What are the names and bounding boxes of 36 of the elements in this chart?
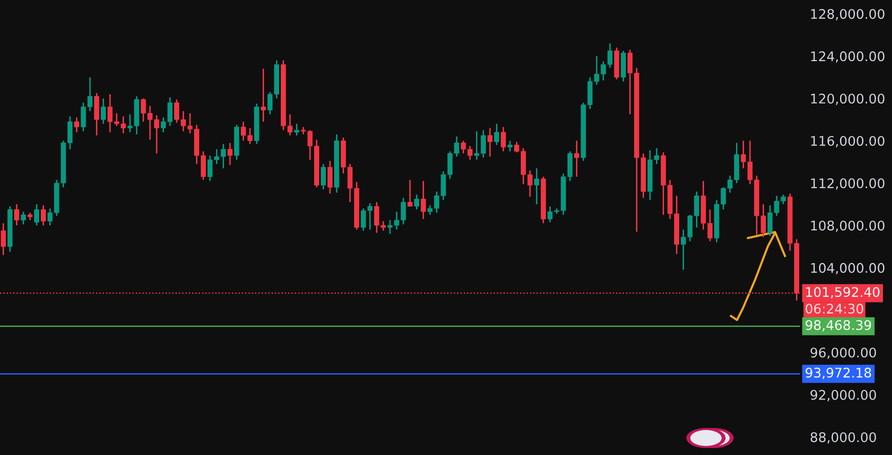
candlestick	[414, 194, 420, 210]
y-tick-label: 92,000.00	[810, 390, 876, 402]
y-tick-label: 108,000.00	[811, 220, 884, 232]
y-tick-label: 116,000.00	[811, 136, 884, 148]
candlestick	[74, 116, 80, 133]
text: 06:24:30	[806, 304, 864, 314]
candlestick	[94, 92, 100, 136]
candlestick	[40, 204, 46, 226]
candlestick	[14, 204, 20, 226]
candlestick	[534, 168, 540, 205]
candlestick	[20, 210, 26, 226]
candlestick	[494, 123, 500, 146]
candlestick	[294, 123, 300, 136]
candlestick	[420, 180, 426, 220]
candlestick	[500, 126, 506, 152]
candlestick	[227, 142, 233, 166]
candlestick	[260, 68, 266, 122]
y-tick-label: 128,000.00	[811, 8, 884, 20]
candlestick	[320, 163, 326, 190]
ref-line-label: 98,468.39	[806, 320, 872, 332]
ref-line-label: 101,592.40	[806, 287, 880, 298]
y-tick-label: 112,000.00	[811, 178, 884, 190]
candlestick	[0, 222, 6, 256]
candlestick	[507, 140, 513, 152]
y-tick-label: 120,000.00	[811, 94, 884, 105]
candlestick	[574, 140, 580, 178]
y-tick-label: 88,000.00	[810, 432, 876, 444]
y-tick-label: 124,000.00	[811, 51, 884, 63]
candlestick	[100, 98, 106, 124]
y-tick-label: 96,000.00	[810, 348, 876, 359]
candlestick	[487, 127, 493, 158]
candlestick	[407, 179, 413, 208]
ref-line-label: 93,972.18	[806, 368, 872, 379]
candlestick	[327, 160, 333, 194]
candlestick	[34, 204, 40, 226]
y-tick-label: 104,000.00	[811, 262, 884, 274]
